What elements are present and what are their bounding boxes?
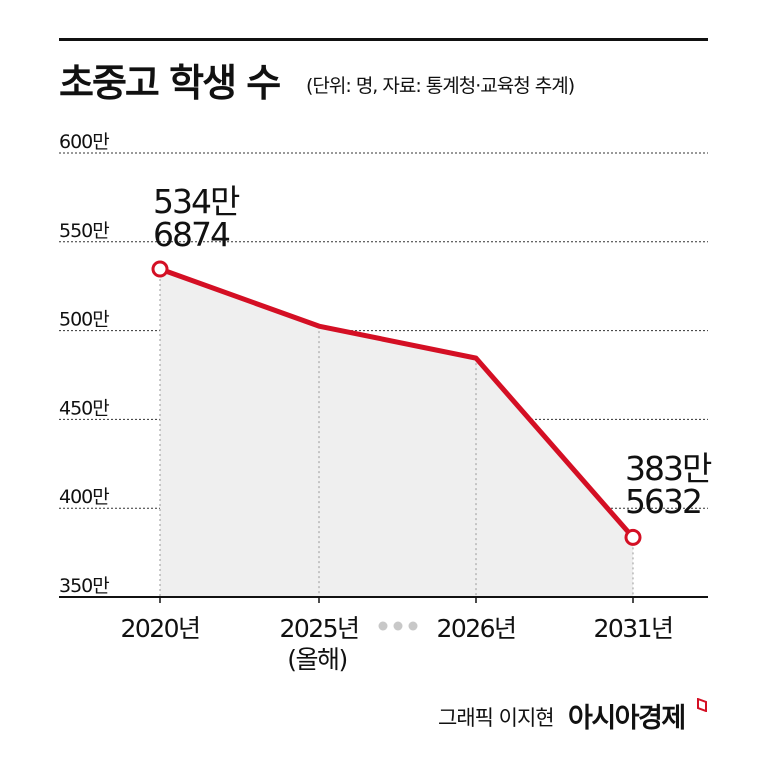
y-tick-label: 400만 bbox=[59, 486, 109, 508]
area-fill bbox=[160, 268, 633, 597]
data-label: 6874 bbox=[153, 215, 230, 254]
axis-break-dot bbox=[408, 621, 418, 631]
x-tick-label: 2025년 bbox=[279, 614, 358, 643]
y-tick-label: 600만 bbox=[59, 131, 109, 153]
brand-logo: 아시아경제 bbox=[568, 703, 686, 734]
axis-break-dot bbox=[393, 621, 403, 631]
data-label: 534만 bbox=[153, 182, 240, 221]
data-point-marker bbox=[151, 260, 169, 278]
data-label: 383만 bbox=[625, 449, 712, 488]
x-tick-sublabel: (올해) bbox=[287, 645, 347, 674]
data-label: 5632 bbox=[625, 482, 701, 521]
chart-title: 초중고 학생 수 bbox=[59, 61, 281, 105]
graphic-credit: 그래픽 이지현 bbox=[438, 706, 555, 730]
x-tick-label: 2026년 bbox=[436, 614, 515, 643]
y-tick-label: 500만 bbox=[59, 309, 109, 331]
x-tick-label: 2020년 bbox=[120, 614, 199, 643]
axis-break-dot bbox=[378, 621, 388, 631]
area-layer bbox=[159, 268, 634, 597]
series-line bbox=[157, 266, 636, 540]
data-point-marker bbox=[624, 528, 642, 546]
axis-layer: 2020년 2025년(올해) 2026년 2031년 bbox=[59, 596, 708, 674]
chart-subtitle: (단위: 명, 자료: 통계청·교육청 추계) bbox=[306, 75, 575, 97]
y-tick-label: 550만 bbox=[59, 220, 109, 242]
y-tick-label: 450만 bbox=[59, 397, 109, 419]
top-rule bbox=[59, 38, 708, 41]
x-tick-label: 2031년 bbox=[593, 614, 672, 643]
y-tick-label: 350만 bbox=[59, 575, 109, 597]
line-layer bbox=[157, 266, 636, 540]
grid-layer: 350만 400만 450만 500만 550만 600만 bbox=[59, 131, 708, 597]
marker-layer bbox=[151, 260, 642, 546]
brand-mark-icon bbox=[697, 698, 707, 712]
